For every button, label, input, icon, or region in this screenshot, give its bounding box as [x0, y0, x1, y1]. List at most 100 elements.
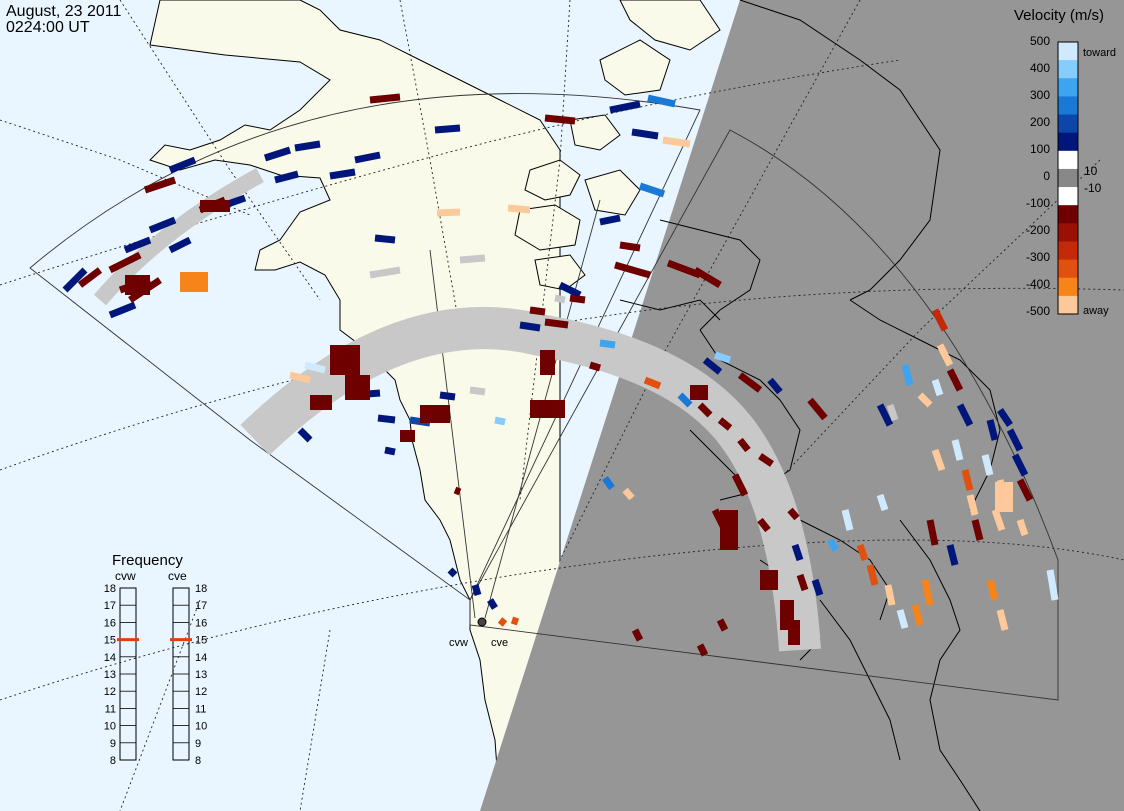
- frequency-tick: 18: [195, 583, 207, 595]
- echo-cell: [986, 419, 999, 441]
- echo-cell: [931, 308, 949, 332]
- echo-cell: [796, 573, 809, 592]
- echo-cell: [911, 604, 924, 626]
- echo-cell: [619, 241, 641, 252]
- echo-block: [540, 350, 555, 375]
- echo-cell: [767, 377, 783, 395]
- echo-cell: [384, 446, 396, 456]
- echo-cell: [702, 357, 723, 375]
- echo-block: [330, 345, 360, 375]
- echo-cell: [1016, 478, 1034, 502]
- echo-cell: [487, 598, 498, 610]
- echo-cell: [369, 93, 401, 104]
- echo-cell: [946, 368, 964, 392]
- frequency-tick: 11: [105, 703, 116, 715]
- echo-cell: [917, 392, 933, 408]
- echo-cell: [631, 628, 644, 642]
- echo-cell: [757, 517, 771, 533]
- echo-cell: [436, 208, 461, 217]
- echo-cell: [826, 538, 840, 552]
- velocity-tick: 100: [1030, 142, 1050, 156]
- echo-cell: [631, 128, 659, 140]
- radar-site-marker: [477, 617, 487, 627]
- echo-cell: [717, 417, 733, 431]
- echo-cell: [996, 609, 1009, 631]
- frequency-tick: 9: [195, 738, 201, 750]
- echo-block: [200, 200, 230, 212]
- echo-cell: [1006, 428, 1024, 452]
- velocity-tick: -100: [1026, 196, 1050, 210]
- echo-cell: [886, 403, 899, 422]
- frequency-column-cvw: 18 17 16 15 14 13 12 11 10 9 8: [104, 583, 139, 767]
- echo-cell: [997, 408, 1013, 427]
- velocity-tick: -400: [1026, 277, 1050, 291]
- echo-block: [125, 275, 150, 295]
- echo-cell: [569, 294, 586, 304]
- echo-cell: [108, 301, 137, 319]
- echo-cell: [876, 403, 894, 427]
- echo-cell: [731, 473, 749, 497]
- echo-cell: [991, 508, 1006, 532]
- frequency-tick: 18: [104, 583, 116, 595]
- echo-cell: [921, 579, 934, 606]
- echo-cell: [369, 266, 401, 279]
- ground-scatter-band: [240, 307, 821, 652]
- echo-cell: [811, 578, 824, 597]
- velocity-color-segment: [1058, 259, 1078, 279]
- frequency-tick: 11: [195, 703, 206, 715]
- velocity-tick: -500: [1026, 304, 1050, 318]
- velocity-away-label: away: [1083, 305, 1109, 317]
- velocity-echoes: [62, 93, 1059, 657]
- echo-cell: [108, 251, 142, 274]
- echo-cell: [737, 372, 763, 393]
- echo-cell: [876, 493, 889, 512]
- echo-cell: [588, 361, 602, 372]
- echo-cell: [143, 176, 177, 194]
- velocity-tick: 400: [1030, 61, 1050, 75]
- echo-cell: [737, 437, 751, 453]
- echo-cell: [643, 376, 662, 390]
- velocity-color-bar-frame: [1057, 41, 1079, 315]
- echo-cell: [931, 378, 944, 397]
- echo-cell: [693, 266, 722, 289]
- echo-cell: [638, 182, 666, 198]
- echo-cell: [696, 643, 709, 657]
- echo-cell: [329, 168, 356, 180]
- velocity-tick: 200: [1030, 115, 1050, 129]
- echo-block: [760, 570, 778, 590]
- echo-cell: [1011, 453, 1029, 477]
- echo-cell: [966, 494, 979, 516]
- echo-cell: [77, 267, 103, 288]
- velocity-color-segment: [1058, 277, 1078, 297]
- velocity-color-segment: [1058, 223, 1078, 242]
- frequency-tick: 13: [104, 669, 116, 681]
- radar-site-label-cve: cve: [491, 637, 508, 649]
- frequency-radar-label-cvw: cvw: [115, 569, 136, 583]
- frequency-tick: 17: [195, 600, 207, 612]
- echo-cell: [297, 427, 313, 443]
- echo-block: [180, 272, 208, 292]
- ground-scatter: [93, 167, 821, 652]
- echo-cell: [168, 236, 192, 254]
- echo-cell: [497, 617, 508, 627]
- echo-cell: [374, 234, 396, 244]
- echo-cell: [758, 453, 774, 467]
- echo-block: [720, 510, 738, 550]
- echo-cell: [931, 448, 946, 472]
- echo-cell: [807, 397, 828, 421]
- night-region: [480, 0, 1124, 811]
- frequency-tick: 15: [195, 635, 207, 647]
- echo-block: [310, 395, 332, 410]
- frequency-tick: 15: [104, 635, 116, 647]
- frequency-tick: 12: [195, 686, 207, 698]
- velocity-tick: -300: [1026, 250, 1050, 264]
- frequency-tick: 14: [104, 652, 116, 664]
- echo-cell: [447, 567, 458, 578]
- frequency-tick: 13: [195, 669, 207, 681]
- velocity-color-segment: [1058, 96, 1078, 116]
- echo-cell: [866, 564, 879, 586]
- velocity-tick-labels: 500 400 300 200 100 10 0 -10 -100 -200 -…: [1026, 34, 1102, 318]
- echo-cell: [609, 100, 641, 114]
- echo-cell: [471, 583, 482, 597]
